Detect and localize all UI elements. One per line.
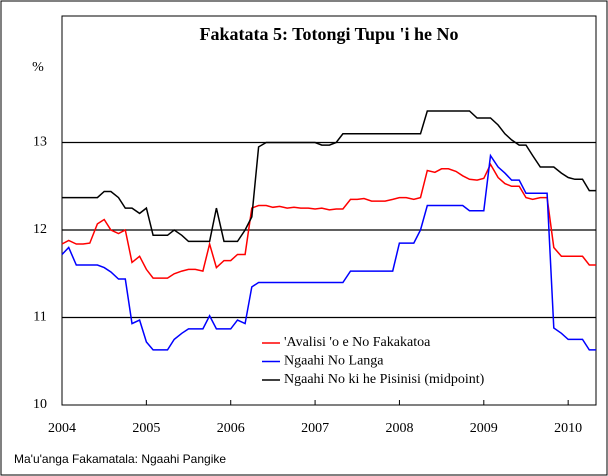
legend-label: 'Avalisi 'o e No Fakakatoa	[284, 335, 431, 350]
y-tick-label: 13	[33, 135, 47, 150]
y-axis-label: %	[32, 60, 44, 75]
series-line	[62, 110, 596, 243]
x-tick-label: 2004	[48, 421, 76, 436]
series-line	[61, 162, 596, 279]
y-tick-label: 11	[33, 310, 46, 325]
x-tick-label: 2007	[301, 421, 329, 436]
x-tick-label: 2010	[554, 421, 582, 436]
chart-title: Fakatata 5: Totongi Tupu 'i he No	[199, 24, 458, 44]
source-note: Ma'u'anga Fakamatala: Ngaahi Pangike	[14, 452, 226, 466]
x-tick-label: 2008	[385, 421, 413, 436]
plot-frame	[61, 15, 597, 406]
y-tick-label: 12	[33, 222, 47, 237]
legend-label: Ngaahi No ki he Pisinisi (midpoint)	[284, 372, 485, 387]
x-tick-label: 2009	[470, 421, 498, 436]
series-line	[61, 153, 596, 351]
x-tick-label: 2005	[132, 421, 160, 436]
x-tick-label: 2006	[217, 421, 245, 436]
y-tick-label: 10	[33, 397, 47, 412]
legend-label: Ngaahi No Langa	[284, 354, 384, 369]
